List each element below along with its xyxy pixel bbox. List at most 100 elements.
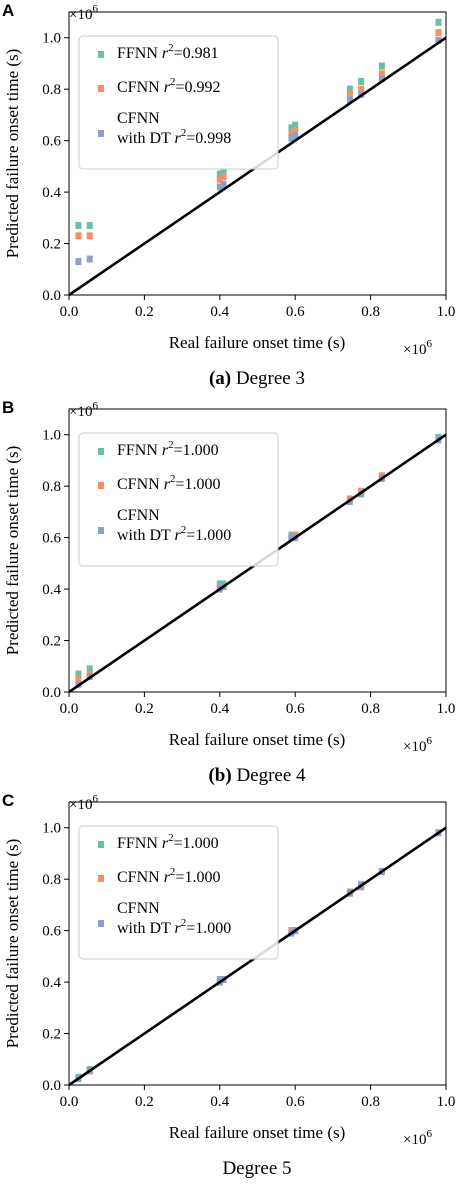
data-point [378,70,385,78]
x-axis-label: Real failure onset time (s) [169,730,346,749]
chart-panel-c: C ×106 0.0 0.2 0.4 0.6 0.8 1.0 0.0 0.2 0.4 0.6 0.8 1.… [2,791,455,1179]
y-tick-label: 0.2 [42,237,61,253]
x-tick-label: 0.2 [135,304,154,320]
series-ffnn [75,18,442,230]
panel-letter: C [2,791,14,810]
data-point [288,134,295,142]
legend-box [78,432,279,567]
data-point [86,232,93,240]
data-point [288,124,295,132]
legend-box [78,35,279,170]
panel-letter: A [2,1,14,20]
x-multiplier: ×106 [403,1128,432,1148]
x-tick-label: 0.4 [210,304,229,320]
y-tick-label: 0.8 [42,479,61,495]
y-axis-label: Predicted failure onset time (s) [3,446,22,656]
legend-label: CFNN [117,110,160,127]
data-point [435,36,442,44]
legend-marker [98,51,104,58]
y-tick-label: 0.2 [42,634,61,650]
y-tick-label: 0.6 [42,531,61,547]
data-point [288,129,295,137]
plot-frame [68,11,447,296]
x-tick-label: 1.0 [437,304,456,320]
data-point [220,180,227,188]
panel-letter: B [2,398,14,417]
y-axis-label: Predicted failure onset time (s) [3,49,22,259]
plot-frame [68,801,447,1086]
legend-label: CFNN r2=1.000 [117,473,220,493]
y-tick-label: 1.0 [42,31,61,47]
legend-marker [98,448,104,455]
y-tick-label: 0.4 [42,582,61,598]
y-tick-label: 0.4 [42,185,61,201]
y-tick-label: 0.8 [42,82,61,98]
x-tick-label: 0.0 [60,1094,79,1110]
legend-label: CFNN r2=0.992 [117,76,220,96]
data-point [435,18,442,26]
x-tick-label: 0.0 [60,304,79,320]
y-tick-label: 0.2 [42,1027,61,1043]
x-axis-label: Real failure onset time (s) [169,333,346,352]
data-point [292,131,299,139]
data-point [288,534,295,542]
data-point [346,95,353,103]
legend-box [78,825,279,960]
data-point [86,255,93,263]
x-axis-label: Real failure onset time (s) [169,1123,346,1142]
legend-label: CFNN [117,900,160,917]
data-point [216,183,223,191]
y-tick-label: 0.0 [42,288,61,304]
data-point [86,665,93,673]
data-point [216,170,223,178]
legend-marker [98,130,104,137]
y-tick-label: 0.0 [42,1078,61,1094]
x-tick-label: 0.6 [286,1094,305,1110]
y-axis-label: Predicted failure onset time (s) [3,839,22,1049]
x-tick-label: 0.2 [135,1094,154,1110]
data-point [75,232,82,240]
y-tick-label: 0.4 [42,975,61,991]
y-tick-label: 0.0 [42,685,61,701]
legend-marker [98,85,104,92]
y-multiplier: ×106 [69,793,98,813]
legend-marker [98,875,104,882]
x-tick-label: 0.8 [361,1094,380,1110]
figure-caption: (a) Degree 3 [209,368,305,389]
x-tick-label: 0.8 [361,304,380,320]
data-point [220,173,227,181]
x-tick-label: 0.6 [286,304,305,320]
data-point [75,258,82,266]
data-point [220,168,227,176]
figure-caption: (b) Degree 4 [208,765,306,786]
x-tick-label: 0.0 [60,701,79,717]
legend-label: FFNN r2=0.981 [117,42,219,62]
data-point [216,175,223,183]
legend-label: FFNN r2=1.000 [117,832,219,852]
data-point [358,77,365,85]
legend-label: FFNN r2=1.000 [117,439,219,459]
plot-frame [68,408,447,693]
x-tick-label: 0.8 [361,701,380,717]
x-multiplier: ×106 [403,338,432,358]
y-tick-label: 1.0 [42,821,61,837]
x-tick-label: 0.4 [210,701,229,717]
chart-panel-a: A ×106 0.0 0.2 0.4 0.6 0.8 1.0 0.0 0.2 0.4 0.6 0.8 1.… [2,1,455,389]
data-point [435,29,442,37]
data-point [378,62,385,70]
series-cfnn [75,29,442,240]
x-multiplier: ×106 [403,735,432,755]
data-point [292,126,299,134]
x-tick-label: 1.0 [437,701,456,717]
x-tick-label: 1.0 [437,1094,456,1110]
data-point [378,75,385,83]
legend-marker [98,527,104,534]
x-tick-label: 0.2 [135,701,154,717]
y-tick-label: 0.6 [42,134,61,150]
x-tick-label: 0.6 [286,701,305,717]
y-tick-label: 0.8 [42,872,61,888]
legend-label: with DT r2=1.000 [117,524,231,544]
